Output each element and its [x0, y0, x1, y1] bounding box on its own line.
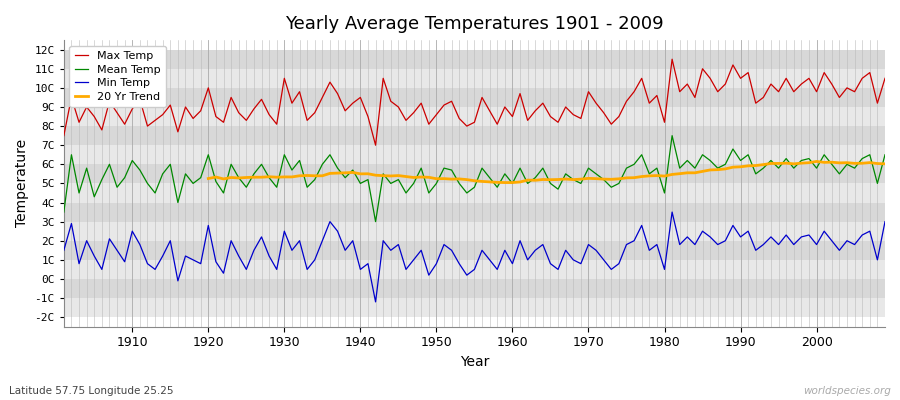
Bar: [64, 69, 885, 88]
Bar: [64, 184, 885, 202]
Mean Temp: [667, 133, 678, 138]
Min Temp: [667, 210, 678, 214]
Max Temp: [286, 101, 297, 106]
Line: Max Temp: Max Temp: [64, 59, 885, 145]
Bar: [64, 50, 885, 69]
Max Temp: [606, 122, 616, 126]
Bar: [64, 107, 885, 126]
Max Temp: [332, 91, 343, 96]
Legend: Max Temp, Mean Temp, Min Temp, 20 Yr Trend: Max Temp, Mean Temp, Min Temp, 20 Yr Tre…: [69, 46, 166, 107]
Mean Temp: [370, 219, 381, 224]
Mean Temp: [332, 166, 343, 170]
Mean Temp: [507, 181, 517, 186]
Bar: [64, 241, 885, 260]
20 Yr Trend: [879, 162, 890, 166]
Text: worldspecies.org: worldspecies.org: [803, 386, 891, 396]
20 Yr Trend: [332, 171, 343, 176]
Mean Temp: [879, 152, 890, 157]
Min Temp: [286, 248, 297, 253]
Mean Temp: [606, 185, 616, 190]
Line: 20 Yr Trend: 20 Yr Trend: [208, 162, 885, 182]
Mean Temp: [515, 166, 526, 170]
Bar: [64, 298, 885, 317]
Max Temp: [120, 122, 130, 126]
Min Temp: [879, 219, 890, 224]
Min Temp: [507, 261, 517, 266]
Bar: [64, 164, 885, 184]
Y-axis label: Temperature: Temperature: [15, 139, 29, 228]
Max Temp: [370, 143, 381, 148]
Mean Temp: [286, 168, 297, 172]
X-axis label: Year: Year: [460, 355, 489, 369]
Mean Temp: [120, 175, 130, 180]
20 Yr Trend: [286, 174, 297, 179]
Min Temp: [606, 267, 616, 272]
Line: Mean Temp: Mean Temp: [64, 136, 885, 222]
Bar: [64, 279, 885, 298]
Min Temp: [120, 259, 130, 264]
20 Yr Trend: [500, 180, 510, 185]
20 Yr Trend: [598, 177, 609, 182]
Line: Min Temp: Min Temp: [64, 212, 885, 302]
Bar: [64, 88, 885, 107]
Min Temp: [515, 238, 526, 243]
Min Temp: [58, 248, 69, 253]
Mean Temp: [58, 210, 69, 214]
Bar: [64, 145, 885, 164]
Max Temp: [58, 133, 69, 138]
Max Temp: [507, 114, 517, 119]
Bar: [64, 260, 885, 279]
Bar: [64, 202, 885, 222]
Max Temp: [515, 91, 526, 96]
Min Temp: [332, 229, 343, 234]
Max Temp: [667, 57, 678, 62]
Min Temp: [370, 300, 381, 304]
Max Temp: [879, 76, 890, 81]
Title: Yearly Average Temperatures 1901 - 2009: Yearly Average Temperatures 1901 - 2009: [285, 15, 663, 33]
Text: Latitude 57.75 Longitude 25.25: Latitude 57.75 Longitude 25.25: [9, 386, 174, 396]
Bar: [64, 222, 885, 241]
20 Yr Trend: [507, 180, 517, 185]
Bar: [64, 126, 885, 145]
